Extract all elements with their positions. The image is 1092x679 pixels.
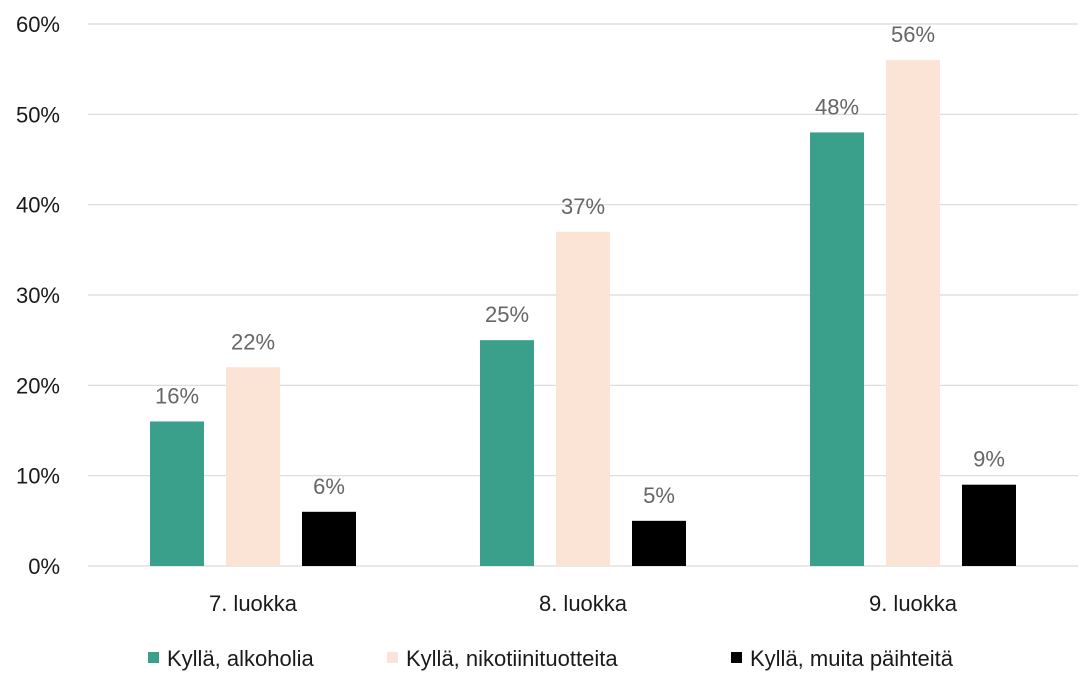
bar — [480, 340, 534, 566]
y-tick-label: 40% — [16, 193, 60, 218]
bar — [886, 60, 940, 567]
legend-swatch — [387, 652, 398, 663]
y-tick-label: 0% — [28, 554, 60, 579]
data-label: 48% — [815, 94, 859, 119]
y-tick-label: 60% — [16, 12, 60, 37]
y-tick-label: 30% — [16, 283, 60, 308]
data-label: 56% — [891, 22, 935, 47]
x-tick-label: 7. luokka — [209, 591, 298, 616]
legend-swatch — [148, 652, 159, 663]
bar — [556, 231, 610, 566]
data-label: 25% — [485, 302, 529, 327]
bar — [150, 421, 204, 566]
data-label: 37% — [561, 194, 605, 219]
y-tick-label: 10% — [16, 464, 60, 489]
data-label: 16% — [155, 383, 199, 408]
data-label: 5% — [643, 483, 675, 508]
x-tick-label: 9. luokka — [869, 591, 958, 616]
bar — [632, 520, 686, 566]
bar — [226, 367, 280, 566]
legend-label: Kyllä, muita päihteitä — [750, 646, 954, 671]
y-tick-label: 50% — [16, 102, 60, 127]
y-tick-label: 20% — [16, 373, 60, 398]
legend-label: Kyllä, alkoholia — [167, 646, 315, 671]
legend-swatch — [731, 652, 742, 663]
bar — [302, 511, 356, 566]
bar — [962, 484, 1016, 566]
legend-label: Kyllä, nikotiinituotteita — [406, 646, 618, 671]
bar — [810, 132, 864, 566]
data-label: 6% — [313, 474, 345, 499]
data-label: 22% — [231, 329, 275, 354]
data-label: 9% — [973, 447, 1005, 472]
x-tick-label: 8. luokka — [539, 591, 628, 616]
